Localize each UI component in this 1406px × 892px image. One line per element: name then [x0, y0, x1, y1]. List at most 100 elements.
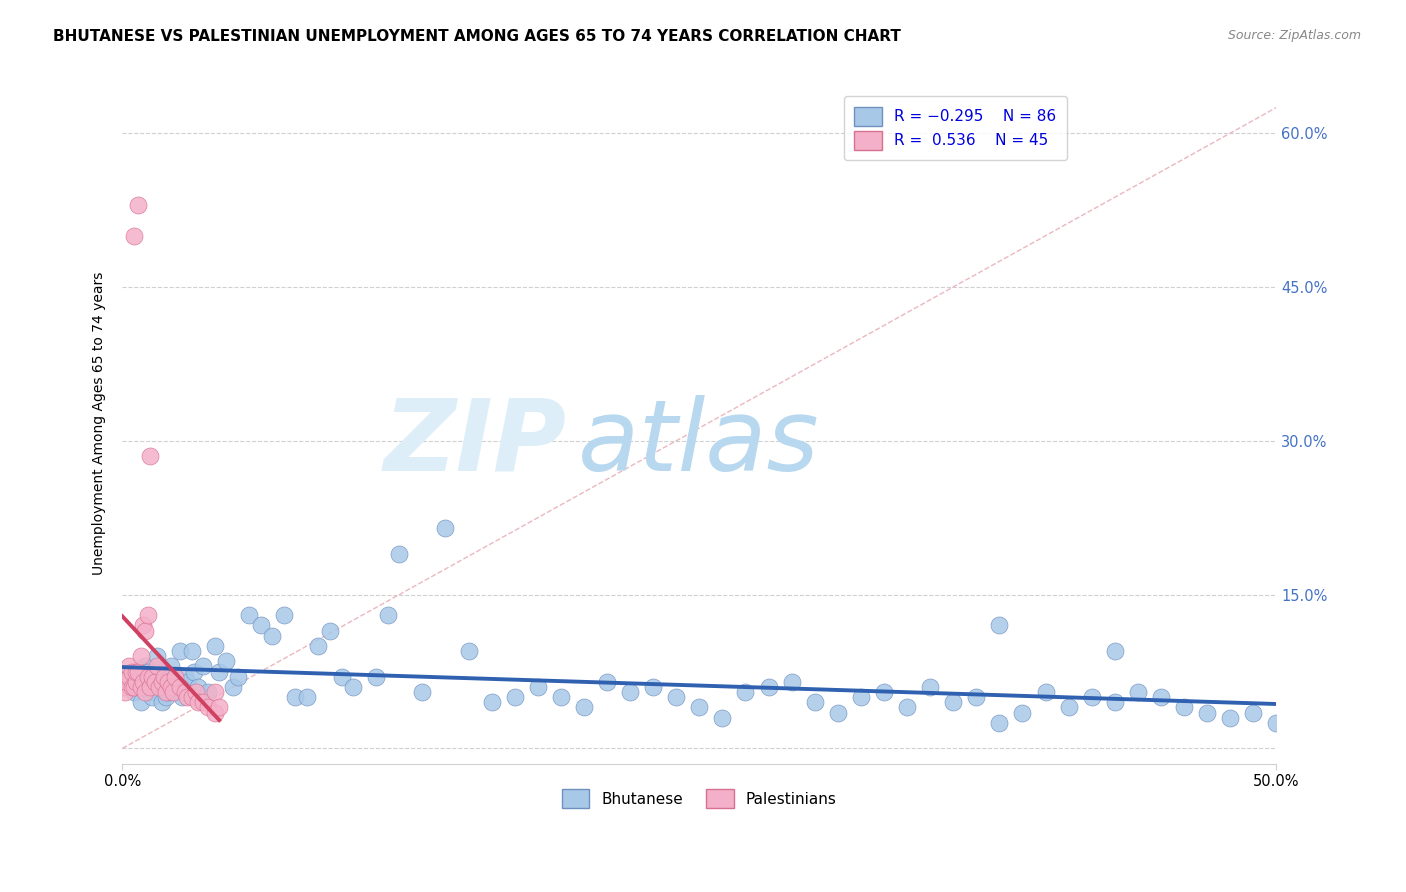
Point [122, 685, 145, 699]
Point [136, 670, 159, 684]
Point [139, 680, 162, 694]
Point [596, 674, 619, 689]
Point [118, 670, 141, 684]
Point [139, 449, 162, 463]
Point [688, 700, 710, 714]
Point [134, 674, 156, 689]
Point [121, 665, 143, 679]
Point [186, 685, 208, 699]
Point [873, 685, 896, 699]
Point [111, 680, 134, 694]
Point [125, 665, 148, 679]
Point [169, 644, 191, 658]
Point [197, 700, 219, 714]
Point [1057, 700, 1080, 714]
Point [503, 690, 526, 705]
Text: BHUTANESE VS PALESTINIAN UNEMPLOYMENT AMONG AGES 65 TO 74 YEARS CORRELATION CHAR: BHUTANESE VS PALESTINIAN UNEMPLOYMENT AM… [53, 29, 901, 44]
Text: Source: ZipAtlas.com: Source: ZipAtlas.com [1227, 29, 1361, 42]
Point [162, 685, 184, 699]
Point [238, 608, 260, 623]
Point [183, 665, 205, 679]
Point [180, 690, 202, 705]
Point [127, 198, 149, 212]
Point [457, 644, 479, 658]
Point [1265, 715, 1288, 730]
Legend: Bhutanese, Palestinians: Bhutanese, Palestinians [555, 783, 844, 814]
Point [129, 695, 152, 709]
Point [249, 618, 271, 632]
Point [180, 644, 202, 658]
Point [173, 670, 195, 684]
Point [284, 690, 307, 705]
Point [122, 228, 145, 243]
Point [122, 680, 145, 694]
Point [342, 680, 364, 694]
Point [1173, 700, 1195, 714]
Point [134, 659, 156, 673]
Point [803, 695, 825, 709]
Point [129, 649, 152, 664]
Point [665, 690, 688, 705]
Point [191, 695, 214, 709]
Point [173, 685, 195, 699]
Point [204, 706, 226, 720]
Point [481, 695, 503, 709]
Text: atlas: atlas [578, 395, 820, 491]
Point [157, 674, 180, 689]
Point [125, 674, 148, 689]
Point [146, 659, 169, 673]
Point [1126, 685, 1149, 699]
Point [1080, 690, 1102, 705]
Point [920, 680, 942, 694]
Point [550, 690, 572, 705]
Point [155, 690, 177, 705]
Point [849, 690, 872, 705]
Point [141, 690, 163, 705]
Point [434, 521, 457, 535]
Point [1150, 690, 1173, 705]
Point [143, 670, 166, 684]
Point [127, 665, 149, 679]
Point [127, 680, 149, 694]
Point [758, 680, 780, 694]
Point [319, 624, 342, 638]
Point [148, 674, 170, 689]
Point [114, 685, 136, 699]
Point [965, 690, 987, 705]
Point [366, 670, 388, 684]
Point [208, 700, 231, 714]
Point [134, 685, 156, 699]
Point [115, 674, 138, 689]
Point [942, 695, 965, 709]
Point [159, 680, 181, 694]
Point [619, 685, 641, 699]
Point [827, 706, 849, 720]
Point [226, 670, 249, 684]
Point [988, 715, 1011, 730]
Point [148, 680, 170, 694]
Point [1219, 711, 1241, 725]
Point [273, 608, 295, 623]
Point [141, 670, 163, 684]
Point [139, 685, 162, 699]
Point [187, 680, 209, 694]
Point [1197, 706, 1219, 720]
Point [572, 700, 595, 714]
Point [162, 680, 184, 694]
Point [1011, 706, 1033, 720]
Point [150, 695, 173, 709]
Point [136, 665, 159, 679]
Text: ZIP: ZIP [384, 395, 567, 491]
Point [176, 674, 198, 689]
Point [330, 670, 353, 684]
Point [204, 685, 226, 699]
Point [132, 618, 155, 632]
Point [165, 685, 187, 699]
Point [988, 618, 1011, 632]
Point [388, 547, 411, 561]
Point [176, 690, 198, 705]
Point [132, 674, 155, 689]
Point [191, 659, 214, 673]
Point [165, 670, 187, 684]
Point [172, 690, 194, 705]
